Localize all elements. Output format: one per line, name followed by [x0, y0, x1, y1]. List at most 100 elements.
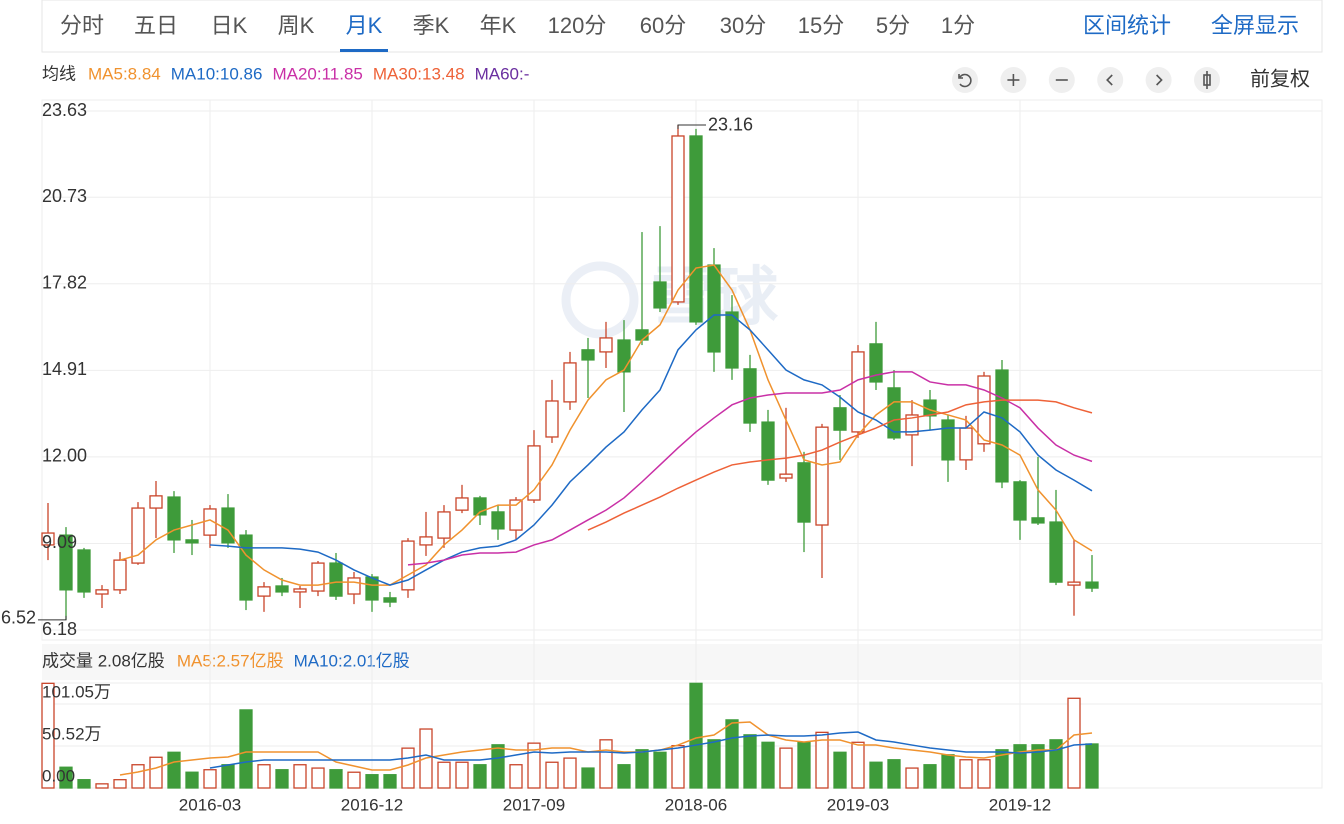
volume-bar	[653, 751, 667, 789]
volume-bar	[707, 739, 721, 789]
candle-body	[347, 577, 361, 595]
toolbar-action[interactable]: 全屏显示	[1211, 13, 1299, 38]
tab[interactable]: 分时	[60, 13, 104, 38]
volume-bar	[779, 747, 793, 789]
adjust-mode[interactable]: 前复权	[1250, 67, 1310, 90]
volume-bar	[383, 774, 397, 789]
tab[interactable]: 60分	[640, 13, 686, 38]
candle-body	[941, 419, 955, 461]
y-tick-label: 12.00	[42, 446, 87, 466]
tab[interactable]: 季K	[413, 13, 450, 38]
candle-body	[455, 497, 469, 511]
toolbar-action[interactable]: 区间统计	[1083, 13, 1171, 38]
candle-body	[239, 534, 253, 601]
volume-bar	[77, 779, 91, 789]
candle-body	[905, 414, 919, 436]
legend-item: MA5:8.84	[88, 64, 161, 83]
ma-line	[587, 399, 1093, 531]
y-tick-label: 17.82	[42, 273, 87, 293]
legend-item: MA30:13.48	[373, 64, 465, 83]
volume-header-band	[42, 644, 1322, 680]
icon	[1156, 74, 1163, 86]
x-tick-label: 2019-03	[827, 795, 889, 814]
volume-bar	[833, 751, 847, 789]
tab[interactable]: 周K	[278, 13, 315, 38]
volume-bar	[221, 764, 235, 789]
candle-body	[401, 540, 415, 591]
volume-bar	[1067, 697, 1081, 789]
candle-body	[527, 445, 541, 501]
tab[interactable]: 月K	[346, 13, 383, 38]
ma-line	[119, 721, 1093, 776]
legend-title: 均线	[42, 64, 76, 83]
volume-bar	[941, 754, 955, 789]
legend-item: MA20:11.85	[272, 64, 362, 83]
candle-body	[581, 349, 595, 361]
ma-line	[407, 371, 1093, 566]
candle-body	[797, 462, 811, 523]
volume-bar	[905, 767, 919, 789]
icon	[1106, 74, 1113, 86]
volume-bar	[797, 741, 811, 789]
candle-body	[1067, 581, 1081, 586]
next-button[interactable]	[1145, 67, 1172, 93]
tab[interactable]: 1分	[941, 13, 975, 38]
prev-button[interactable]	[1097, 67, 1124, 93]
volume-bar	[455, 761, 469, 789]
tab[interactable]: 5分	[876, 13, 910, 38]
candle-body	[599, 337, 613, 353]
candle-body	[707, 264, 721, 353]
tab[interactable]: 年K	[480, 13, 517, 38]
undo-button[interactable]	[952, 67, 978, 93]
candle-body	[257, 586, 271, 597]
volume-bar	[851, 741, 865, 789]
tab[interactable]: 日K	[211, 13, 248, 38]
volume-bar	[635, 749, 649, 789]
candle-body	[671, 135, 685, 303]
candle-body	[815, 426, 829, 526]
logo-ring	[561, 261, 639, 339]
candle-body	[635, 329, 649, 341]
legend-item: MA10:2.01亿股	[294, 651, 410, 670]
y-tick-label: 6.18	[42, 619, 77, 639]
volume-bar	[995, 749, 1009, 789]
active-tab-underline	[340, 49, 388, 52]
volume-bar	[149, 756, 163, 789]
candle-body	[545, 400, 559, 438]
candle-body	[959, 427, 973, 461]
candle-body	[833, 407, 847, 431]
max-pointer	[677, 124, 706, 129]
volume-bar	[203, 769, 217, 789]
volume-bar	[41, 682, 55, 789]
volume-bar	[725, 719, 739, 789]
candle-body	[887, 387, 901, 439]
volume-bar	[473, 764, 487, 789]
volume-bar	[257, 764, 271, 789]
candle-body	[167, 496, 181, 541]
volume-bar	[365, 774, 379, 789]
candle-body	[1013, 481, 1027, 521]
tab[interactable]: 30分	[720, 13, 766, 38]
candle-body	[149, 495, 163, 509]
volume-bar	[599, 739, 613, 789]
volume-bar	[761, 741, 775, 789]
x-tick-label: 2018-06	[665, 795, 727, 814]
volume-bar	[977, 759, 991, 789]
candle-body	[131, 507, 145, 564]
tab[interactable]: 15分	[798, 13, 844, 38]
tab[interactable]: 五日	[134, 13, 178, 38]
candle-body	[95, 589, 109, 595]
candle-body	[1031, 517, 1045, 524]
candle-body	[779, 473, 793, 479]
tab[interactable]: 120分	[548, 13, 607, 38]
volume-bar	[1049, 739, 1063, 789]
candle-body	[185, 539, 199, 544]
volume-bar	[581, 767, 595, 789]
volume-bar	[617, 764, 631, 789]
candle-body	[383, 597, 397, 603]
volume-bar	[671, 744, 685, 789]
candle-body	[491, 511, 505, 530]
volume-bar	[959, 759, 973, 789]
volume-bar	[293, 764, 307, 789]
